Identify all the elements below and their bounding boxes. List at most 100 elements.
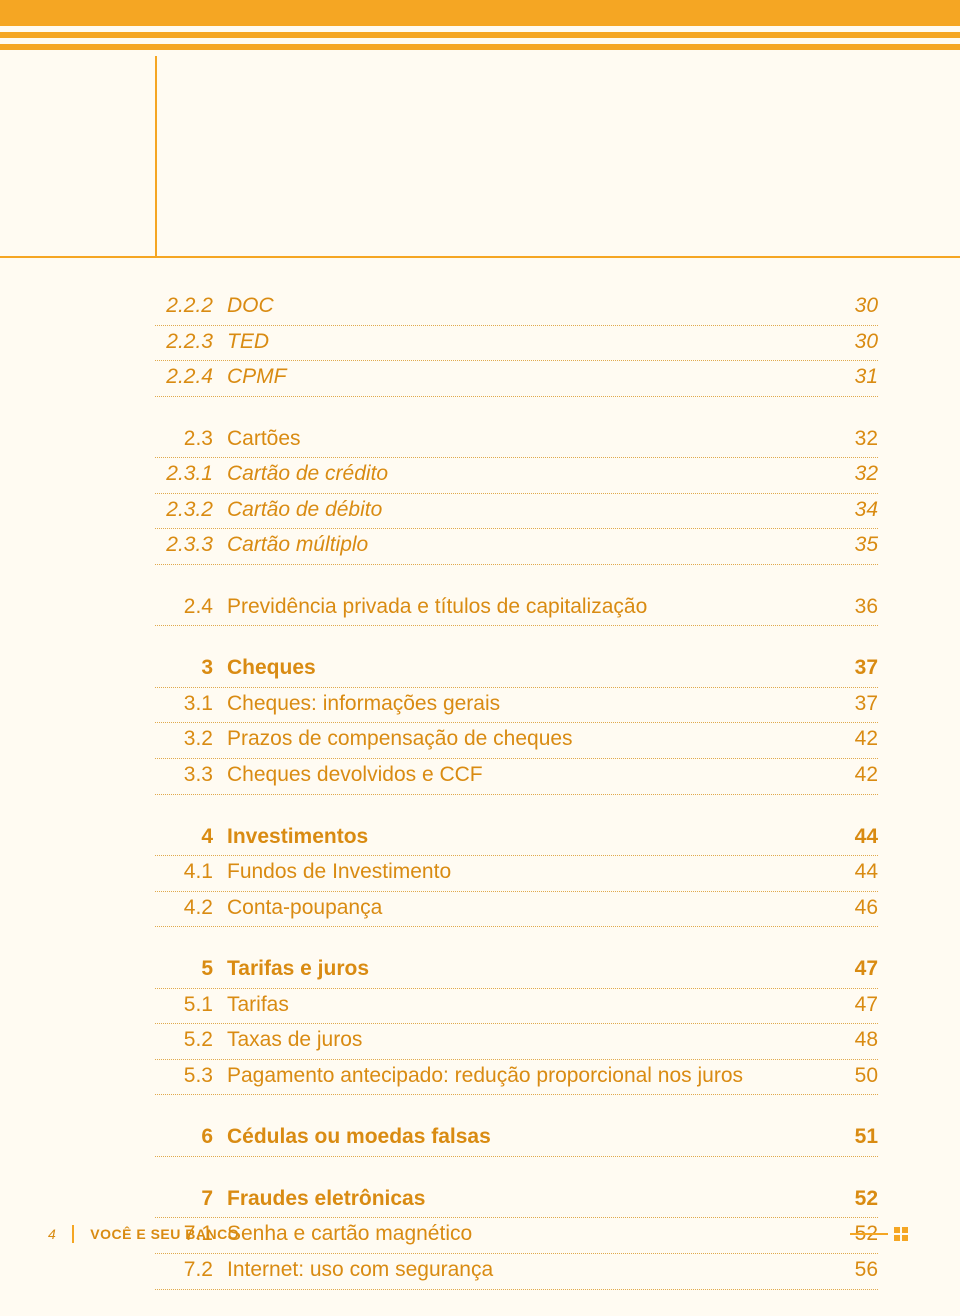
toc-entry-number: 2.3.3: [155, 529, 227, 562]
vertical-rule: [155, 56, 157, 256]
toc-entry-number: 2.3.2: [155, 494, 227, 527]
toc-entry-page: 47: [845, 989, 878, 1022]
toc-entry: 2.4Previdência privada e títulos de capi…: [155, 591, 878, 627]
toc-entry-page: 56: [845, 1254, 878, 1287]
toc-entry-label: Prazos de compensação de cheques: [227, 723, 845, 756]
toc-entry: 5.2Taxas de juros48: [155, 1024, 878, 1060]
toc-entry-number: 2.3: [155, 423, 227, 456]
toc-entry-page: 44: [845, 856, 878, 889]
toc-group: 2.3Cartões322.3.1Cartão de crédito322.3.…: [155, 423, 878, 565]
toc-entry-label: Previdência privada e títulos de capital…: [227, 591, 845, 624]
toc-entry-label: Fundos de Investimento: [227, 856, 845, 889]
footer-ornament-icon: [850, 1227, 908, 1241]
toc-entry: 3.1Cheques: informações gerais37: [155, 688, 878, 724]
toc-entry-number: 3.2: [155, 723, 227, 756]
toc-entry-label: Cartão de crédito: [227, 458, 845, 491]
toc-group: 5Tarifas e juros475.1Tarifas475.2Taxas d…: [155, 953, 878, 1095]
toc-entry-number: 6: [155, 1121, 227, 1154]
toc-group: 4Investimentos444.1Fundos de Investiment…: [155, 821, 878, 928]
toc-entry-number: 4.2: [155, 892, 227, 925]
toc-entry-number: 2.3.1: [155, 458, 227, 491]
toc-entry-label: Tarifas: [227, 989, 845, 1022]
toc-entry: 7Fraudes eletrônicas52: [155, 1183, 878, 1219]
toc-entry-page: 32: [845, 458, 878, 491]
toc-entry-page: 32: [845, 423, 878, 456]
toc-entry: 3.3Cheques devolvidos e CCF42: [155, 759, 878, 795]
toc-entry-page: 37: [845, 688, 878, 721]
toc-entry: 2.3.3Cartão múltiplo35: [155, 529, 878, 565]
toc-entry-label: Taxas de juros: [227, 1024, 845, 1057]
toc-entry-label: Cheques devolvidos e CCF: [227, 759, 845, 792]
toc-entry-label: Internet: uso com segurança: [227, 1254, 845, 1287]
toc-entry-number: 5.1: [155, 989, 227, 1022]
toc-entry-page: 50: [845, 1060, 878, 1093]
toc-entry-number: 7.2: [155, 1254, 227, 1287]
toc-entry-page: 51: [845, 1121, 878, 1154]
toc-entry-page: 46: [845, 892, 878, 925]
footer-separator: [72, 1225, 74, 1243]
toc-group: 2.2.2DOC302.2.3TED302.2.4CPMF31: [155, 290, 878, 397]
toc-entry-page: 44: [845, 821, 878, 854]
toc-entry: 5.3Pagamento antecipado: redução proporc…: [155, 1060, 878, 1096]
table-of-contents: 2.2.2DOC302.2.3TED302.2.4CPMF312.3Cartõe…: [155, 290, 878, 1316]
toc-entry-number: 4.1: [155, 856, 227, 889]
toc-entry-label: Conta-poupança: [227, 892, 845, 925]
toc-entry: 4.2Conta-poupança46: [155, 892, 878, 928]
toc-entry-label: TED: [227, 326, 845, 359]
toc-entry: 2.2.4CPMF31: [155, 361, 878, 397]
toc-entry-label: Tarifas e juros: [227, 953, 845, 986]
toc-entry-label: Cartão múltiplo: [227, 529, 845, 562]
toc-entry-page: 31: [845, 361, 878, 394]
toc-entry-label: DOC: [227, 290, 845, 323]
toc-entry-page: 42: [845, 759, 878, 792]
toc-entry-number: 3.3: [155, 759, 227, 792]
toc-entry-page: 42: [845, 723, 878, 756]
toc-entry-page: 30: [845, 326, 878, 359]
toc-entry: 2.3Cartões32: [155, 423, 878, 459]
toc-entry-label: Cheques: informações gerais: [227, 688, 845, 721]
toc-entry-page: 52: [845, 1183, 878, 1216]
toc-entry-number: 2.4: [155, 591, 227, 624]
horizontal-rule: [0, 256, 960, 258]
toc-entry: 5.1Tarifas47: [155, 989, 878, 1025]
toc-entry-number: 5.2: [155, 1024, 227, 1057]
toc-entry-number: 3.1: [155, 688, 227, 721]
stripe-thin-2: [0, 44, 960, 50]
toc-entry-page: 36: [845, 591, 878, 624]
toc-group: 2.4Previdência privada e títulos de capi…: [155, 591, 878, 627]
toc-entry-label: CPMF: [227, 361, 845, 394]
toc-entry: 5Tarifas e juros47: [155, 953, 878, 989]
toc-entry-number: 2.2.2: [155, 290, 227, 323]
toc-entry-page: 34: [845, 494, 878, 527]
toc-entry-page: 30: [845, 290, 878, 323]
toc-group: 3Cheques373.1Cheques: informações gerais…: [155, 652, 878, 794]
toc-entry: 3.2Prazos de compensação de cheques42: [155, 723, 878, 759]
toc-entry-label: Investimentos: [227, 821, 845, 854]
toc-entry-number: 2.2.4: [155, 361, 227, 394]
toc-entry-number: 3: [155, 652, 227, 685]
stripe-thick: [0, 0, 960, 26]
toc-entry-page: 35: [845, 529, 878, 562]
toc-entry-number: 7: [155, 1183, 227, 1216]
toc-entry-label: Pagamento antecipado: redução proporcion…: [227, 1060, 845, 1093]
toc-entry-label: Cartão de débito: [227, 494, 845, 527]
top-stripes: [0, 0, 960, 50]
toc-entry: 2.3.1Cartão de crédito32: [155, 458, 878, 494]
toc-entry: 2.2.2DOC30: [155, 290, 878, 326]
page-number: 4: [48, 1226, 56, 1242]
toc-entry: 7.2Internet: uso com segurança56: [155, 1254, 878, 1290]
toc-entry-number: 2.2.3: [155, 326, 227, 359]
toc-entry-label: Cédulas ou moedas falsas: [227, 1121, 845, 1154]
page-footer: 4 VOCÊ E SEU BANCO: [0, 1225, 960, 1243]
toc-entry-label: Fraudes eletrônicas: [227, 1183, 845, 1216]
toc-entry: 3Cheques37: [155, 652, 878, 688]
toc-entry-page: 37: [845, 652, 878, 685]
toc-entry-page: 48: [845, 1024, 878, 1057]
toc-entry-number: 4: [155, 821, 227, 854]
toc-entry-number: 5.3: [155, 1060, 227, 1093]
toc-entry-page: 47: [845, 953, 878, 986]
toc-entry: 4Investimentos44: [155, 821, 878, 857]
toc-entry: 6Cédulas ou moedas falsas51: [155, 1121, 878, 1157]
toc-entry: 2.2.3TED30: [155, 326, 878, 362]
toc-entry-label: Cartões: [227, 423, 845, 456]
